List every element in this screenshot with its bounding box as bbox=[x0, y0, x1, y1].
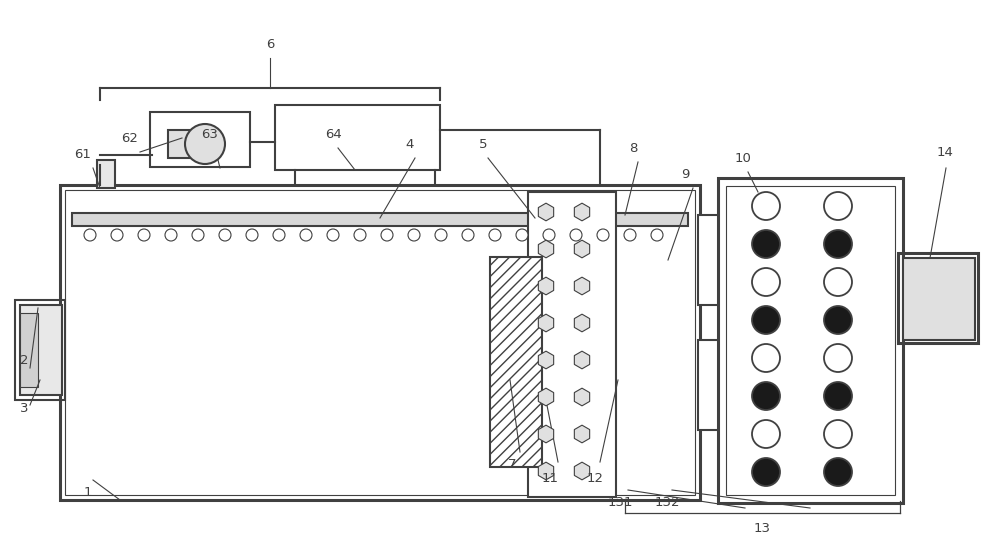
Circle shape bbox=[354, 229, 366, 241]
Circle shape bbox=[84, 229, 96, 241]
Text: 4: 4 bbox=[406, 138, 414, 151]
Bar bbox=[20, 305, 62, 395]
Circle shape bbox=[752, 382, 780, 410]
Polygon shape bbox=[574, 277, 590, 295]
Bar bbox=[903, 258, 975, 340]
Text: 5: 5 bbox=[479, 138, 487, 151]
Text: 1: 1 bbox=[84, 486, 92, 499]
Polygon shape bbox=[574, 462, 590, 480]
Circle shape bbox=[752, 192, 780, 220]
Polygon shape bbox=[574, 388, 590, 406]
Circle shape bbox=[824, 420, 852, 448]
Bar bbox=[275, 105, 440, 170]
Text: 62: 62 bbox=[122, 131, 138, 144]
Circle shape bbox=[192, 229, 204, 241]
Circle shape bbox=[651, 229, 663, 241]
Text: 10: 10 bbox=[735, 151, 751, 164]
Text: 11: 11 bbox=[542, 472, 558, 485]
Bar bbox=[72, 213, 688, 226]
Circle shape bbox=[246, 229, 258, 241]
Text: 63: 63 bbox=[202, 129, 218, 142]
Text: 7: 7 bbox=[508, 459, 516, 472]
Circle shape bbox=[111, 229, 123, 241]
Circle shape bbox=[462, 229, 474, 241]
Circle shape bbox=[824, 306, 852, 334]
Polygon shape bbox=[574, 203, 590, 221]
Circle shape bbox=[824, 458, 852, 486]
Circle shape bbox=[219, 229, 231, 241]
Circle shape bbox=[327, 229, 339, 241]
Circle shape bbox=[300, 229, 312, 241]
Bar bbox=[15, 300, 65, 400]
Circle shape bbox=[824, 192, 852, 220]
Circle shape bbox=[435, 229, 447, 241]
Circle shape bbox=[752, 458, 780, 486]
Polygon shape bbox=[574, 240, 590, 258]
Text: 6: 6 bbox=[266, 38, 274, 51]
Bar bbox=[898, 253, 978, 343]
Circle shape bbox=[165, 229, 177, 241]
Bar bbox=[60, 185, 700, 500]
Circle shape bbox=[408, 229, 420, 241]
Bar bbox=[20, 313, 38, 387]
Bar bbox=[490, 257, 542, 467]
Polygon shape bbox=[538, 388, 554, 406]
Polygon shape bbox=[574, 351, 590, 369]
Circle shape bbox=[752, 230, 780, 258]
Circle shape bbox=[824, 230, 852, 258]
Text: 3: 3 bbox=[20, 401, 28, 414]
Polygon shape bbox=[574, 425, 590, 443]
Circle shape bbox=[624, 229, 636, 241]
Text: 14: 14 bbox=[937, 147, 953, 160]
Bar bbox=[150, 112, 250, 167]
Text: 131: 131 bbox=[607, 497, 633, 510]
Circle shape bbox=[597, 229, 609, 241]
Bar bbox=[97, 160, 115, 188]
Text: 8: 8 bbox=[629, 142, 637, 155]
Polygon shape bbox=[538, 240, 554, 258]
Bar bbox=[718, 178, 903, 503]
Circle shape bbox=[752, 306, 780, 334]
Bar bbox=[168, 130, 218, 158]
Circle shape bbox=[824, 344, 852, 372]
Polygon shape bbox=[538, 462, 554, 480]
Polygon shape bbox=[538, 277, 554, 295]
Bar bbox=[698, 215, 750, 305]
Circle shape bbox=[824, 382, 852, 410]
Bar bbox=[65, 190, 695, 495]
Circle shape bbox=[489, 229, 501, 241]
Text: 12: 12 bbox=[586, 472, 604, 485]
Text: 9: 9 bbox=[681, 168, 689, 181]
Bar bbox=[698, 340, 750, 430]
Circle shape bbox=[752, 420, 780, 448]
Text: 132: 132 bbox=[654, 497, 680, 510]
Polygon shape bbox=[538, 314, 554, 332]
Polygon shape bbox=[538, 351, 554, 369]
Text: 2: 2 bbox=[20, 353, 28, 366]
Circle shape bbox=[570, 229, 582, 241]
Text: 61: 61 bbox=[75, 148, 91, 162]
Polygon shape bbox=[538, 203, 554, 221]
Text: 64: 64 bbox=[325, 129, 341, 142]
Circle shape bbox=[824, 268, 852, 296]
Circle shape bbox=[752, 268, 780, 296]
Polygon shape bbox=[574, 314, 590, 332]
Bar bbox=[528, 192, 616, 497]
Circle shape bbox=[185, 124, 225, 164]
Circle shape bbox=[273, 229, 285, 241]
Circle shape bbox=[752, 344, 780, 372]
Text: 13: 13 bbox=[754, 522, 770, 535]
Polygon shape bbox=[538, 425, 554, 443]
Circle shape bbox=[138, 229, 150, 241]
Circle shape bbox=[516, 229, 528, 241]
Bar bbox=[726, 186, 895, 495]
Circle shape bbox=[543, 229, 555, 241]
Circle shape bbox=[381, 229, 393, 241]
